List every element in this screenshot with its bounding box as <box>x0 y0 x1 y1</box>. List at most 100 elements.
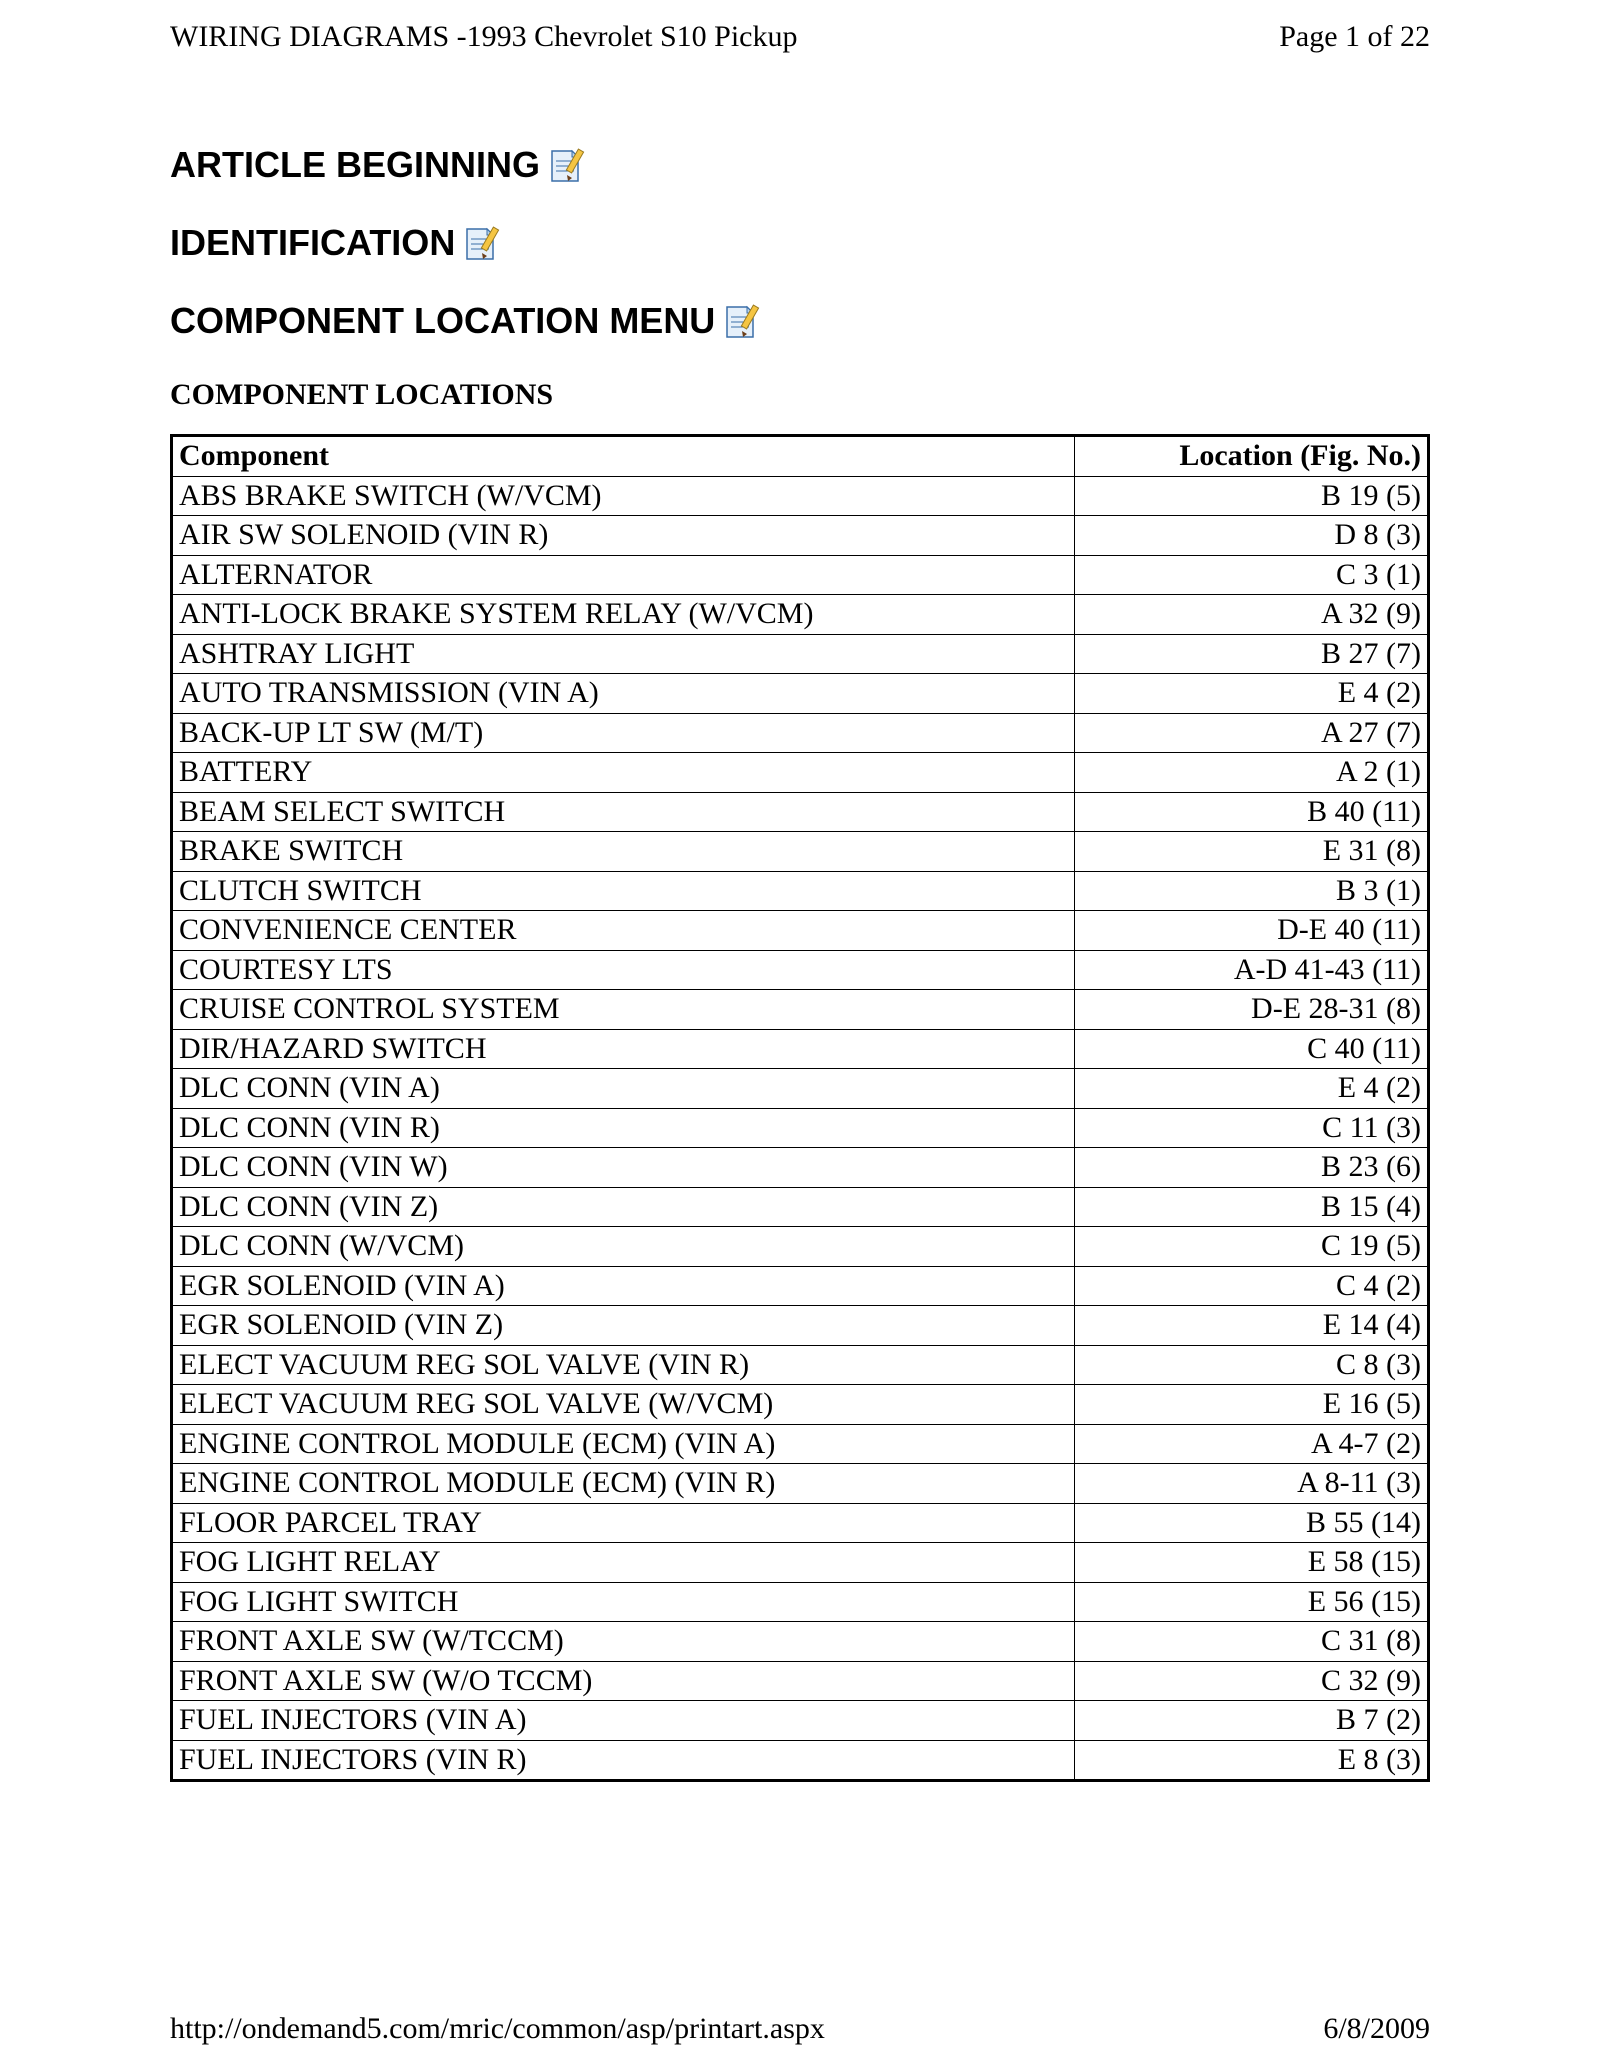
cell-location: C 31 (8) <box>1075 1622 1429 1662</box>
table-row: CRUISE CONTROL SYSTEMD-E 28-31 (8) <box>172 990 1429 1030</box>
cell-component: FUEL INJECTORS (VIN R) <box>172 1740 1075 1781</box>
cell-location: B 27 (7) <box>1075 634 1429 674</box>
edit-icon[interactable] <box>463 223 507 263</box>
cell-location: E 16 (5) <box>1075 1385 1429 1425</box>
cell-location: C 3 (1) <box>1075 555 1429 595</box>
cell-component: DLC CONN (VIN A) <box>172 1069 1075 1109</box>
edit-icon[interactable] <box>548 145 592 185</box>
cell-location: A 2 (1) <box>1075 753 1429 793</box>
table-row: EGR SOLENOID (VIN Z)E 14 (4) <box>172 1306 1429 1346</box>
cell-location: A 4-7 (2) <box>1075 1424 1429 1464</box>
cell-location: C 40 (11) <box>1075 1029 1429 1069</box>
cell-location: E 14 (4) <box>1075 1306 1429 1346</box>
table-row: ASHTRAY LIGHTB 27 (7) <box>172 634 1429 674</box>
footer-date: 6/8/2009 <box>1323 2012 1430 2046</box>
table-row: BRAKE SWITCHE 31 (8) <box>172 832 1429 872</box>
column-header-component: Component <box>172 436 1075 477</box>
table-row: DLC CONN (W/VCM)C 19 (5) <box>172 1227 1429 1267</box>
section-component-location-menu-text: COMPONENT LOCATION MENU <box>170 300 715 342</box>
table-row: BEAM SELECT SWITCHB 40 (11) <box>172 792 1429 832</box>
cell-location: E 4 (2) <box>1075 674 1429 714</box>
component-locations-table: Component Location (Fig. No.) ABS BRAKE … <box>170 434 1430 1782</box>
cell-location: E 58 (15) <box>1075 1543 1429 1583</box>
table-body: ABS BRAKE SWITCH (W/VCM)B 19 (5)AIR SW S… <box>172 476 1429 1781</box>
header-page-label: Page 1 of 22 <box>1279 20 1430 54</box>
section-identification: IDENTIFICATION <box>170 222 1430 264</box>
cell-component: ABS BRAKE SWITCH (W/VCM) <box>172 476 1075 516</box>
cell-component: BACK-UP LT SW (M/T) <box>172 713 1075 753</box>
cell-component: ENGINE CONTROL MODULE (ECM) (VIN A) <box>172 1424 1075 1464</box>
table-row: ELECT VACUUM REG SOL VALVE (VIN R)C 8 (3… <box>172 1345 1429 1385</box>
cell-location: B 7 (2) <box>1075 1701 1429 1741</box>
cell-location: B 55 (14) <box>1075 1503 1429 1543</box>
cell-component: COURTESY LTS <box>172 950 1075 990</box>
cell-location: B 3 (1) <box>1075 871 1429 911</box>
table-header-row: Component Location (Fig. No.) <box>172 436 1429 477</box>
table-row: ALTERNATORC 3 (1) <box>172 555 1429 595</box>
cell-component: ELECT VACUUM REG SOL VALVE (VIN R) <box>172 1345 1075 1385</box>
table-row: DLC CONN (VIN W)B 23 (6) <box>172 1148 1429 1188</box>
cell-location: D-E 40 (11) <box>1075 911 1429 951</box>
cell-component: FUEL INJECTORS (VIN A) <box>172 1701 1075 1741</box>
cell-component: CLUTCH SWITCH <box>172 871 1075 911</box>
table-row: ANTI-LOCK BRAKE SYSTEM RELAY (W/VCM)A 32… <box>172 595 1429 635</box>
cell-component: EGR SOLENOID (VIN A) <box>172 1266 1075 1306</box>
cell-component: ENGINE CONTROL MODULE (ECM) (VIN R) <box>172 1464 1075 1504</box>
cell-location: A-D 41-43 (11) <box>1075 950 1429 990</box>
cell-location: A 8-11 (3) <box>1075 1464 1429 1504</box>
table-row: ENGINE CONTROL MODULE (ECM) (VIN A)A 4-7… <box>172 1424 1429 1464</box>
cell-location: D 8 (3) <box>1075 516 1429 556</box>
cell-component: BATTERY <box>172 753 1075 793</box>
cell-component: AIR SW SOLENOID (VIN R) <box>172 516 1075 556</box>
table-row: ELECT VACUUM REG SOL VALVE (W/VCM)E 16 (… <box>172 1385 1429 1425</box>
cell-component: FLOOR PARCEL TRAY <box>172 1503 1075 1543</box>
section-component-location-menu: COMPONENT LOCATION MENU <box>170 300 1430 342</box>
cell-location: A 27 (7) <box>1075 713 1429 753</box>
cell-component: DLC CONN (W/VCM) <box>172 1227 1075 1267</box>
edit-icon[interactable] <box>723 301 767 341</box>
cell-location: D-E 28-31 (8) <box>1075 990 1429 1030</box>
cell-location: E 56 (15) <box>1075 1582 1429 1622</box>
cell-component: BEAM SELECT SWITCH <box>172 792 1075 832</box>
cell-component: AUTO TRANSMISSION (VIN A) <box>172 674 1075 714</box>
cell-location: B 23 (6) <box>1075 1148 1429 1188</box>
table-row: AIR SW SOLENOID (VIN R)D 8 (3) <box>172 516 1429 556</box>
cell-location: C 11 (3) <box>1075 1108 1429 1148</box>
table-row: COURTESY LTSA-D 41-43 (11) <box>172 950 1429 990</box>
cell-component: FRONT AXLE SW (W/TCCM) <box>172 1622 1075 1662</box>
cell-component: CONVENIENCE CENTER <box>172 911 1075 951</box>
section-article-beginning: ARTICLE BEGINNING <box>170 144 1430 186</box>
table-row: FUEL INJECTORS (VIN A)B 7 (2) <box>172 1701 1429 1741</box>
cell-component: FOG LIGHT RELAY <box>172 1543 1075 1583</box>
table-row: EGR SOLENOID (VIN A)C 4 (2) <box>172 1266 1429 1306</box>
cell-component: DLC CONN (VIN Z) <box>172 1187 1075 1227</box>
table-row: FRONT AXLE SW (W/TCCM)C 31 (8) <box>172 1622 1429 1662</box>
table-row: DLC CONN (VIN A)E 4 (2) <box>172 1069 1429 1109</box>
table-row: FOG LIGHT RELAYE 58 (15) <box>172 1543 1429 1583</box>
page-header: WIRING DIAGRAMS -1993 Chevrolet S10 Pick… <box>170 20 1430 54</box>
header-title: WIRING DIAGRAMS -1993 Chevrolet S10 Pick… <box>170 20 797 54</box>
cell-location: B 15 (4) <box>1075 1187 1429 1227</box>
cell-location: B 19 (5) <box>1075 476 1429 516</box>
table-row: CLUTCH SWITCHB 3 (1) <box>172 871 1429 911</box>
cell-component: ASHTRAY LIGHT <box>172 634 1075 674</box>
cell-component: ALTERNATOR <box>172 555 1075 595</box>
cell-location: C 8 (3) <box>1075 1345 1429 1385</box>
footer-url: http://ondemand5.com/mric/common/asp/pri… <box>170 2012 825 2046</box>
table-row: DLC CONN (VIN R)C 11 (3) <box>172 1108 1429 1148</box>
cell-component: FOG LIGHT SWITCH <box>172 1582 1075 1622</box>
cell-location: C 32 (9) <box>1075 1661 1429 1701</box>
table-row: ENGINE CONTROL MODULE (ECM) (VIN R)A 8-1… <box>172 1464 1429 1504</box>
table-row: ABS BRAKE SWITCH (W/VCM)B 19 (5) <box>172 476 1429 516</box>
cell-location: E 31 (8) <box>1075 832 1429 872</box>
table-row: FRONT AXLE SW (W/O TCCM)C 32 (9) <box>172 1661 1429 1701</box>
table-row: FOG LIGHT SWITCHE 56 (15) <box>172 1582 1429 1622</box>
table-row: DIR/HAZARD SWITCHC 40 (11) <box>172 1029 1429 1069</box>
cell-component: DLC CONN (VIN R) <box>172 1108 1075 1148</box>
cell-location: A 32 (9) <box>1075 595 1429 635</box>
subheading-component-locations: COMPONENT LOCATIONS <box>170 378 1430 412</box>
table-row: DLC CONN (VIN Z)B 15 (4) <box>172 1187 1429 1227</box>
table-row: AUTO TRANSMISSION (VIN A)E 4 (2) <box>172 674 1429 714</box>
cell-location: C 4 (2) <box>1075 1266 1429 1306</box>
table-row: BACK-UP LT SW (M/T)A 27 (7) <box>172 713 1429 753</box>
